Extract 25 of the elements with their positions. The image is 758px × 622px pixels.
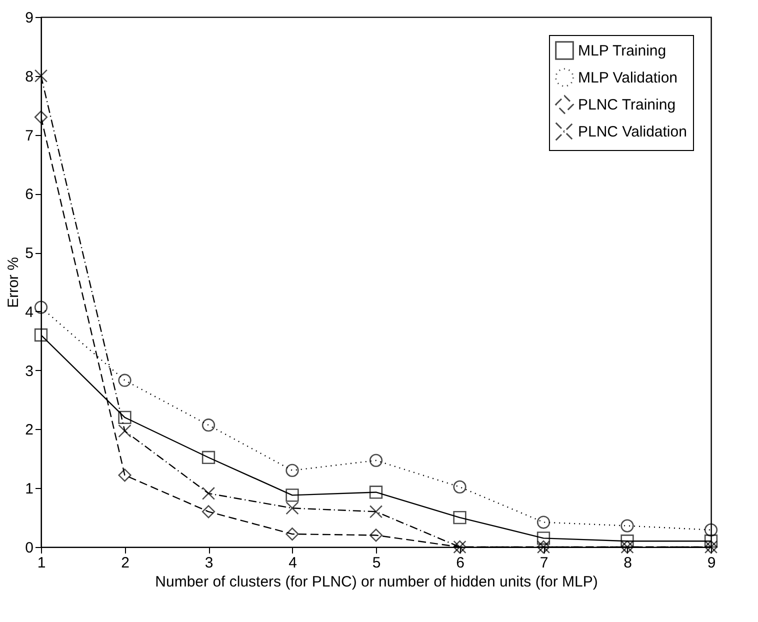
- y-tick-label: 6: [25, 186, 34, 204]
- y-tick-label: 5: [25, 245, 34, 262]
- x-tick-label: 5: [372, 554, 381, 572]
- legend-label: MLP Validation: [578, 70, 678, 86]
- legend-label: MLP Training: [578, 42, 666, 60]
- y-tick-label: 3: [25, 362, 34, 380]
- legend-label: PLNC Validation: [578, 124, 687, 140]
- x-axis-title: Number of clusters (for PLNC) or number of hidden units (for MLP): [155, 574, 598, 590]
- y-tick-label: 0: [25, 540, 34, 556]
- y-tick-label: 2: [25, 422, 34, 439]
- x-tick-label: 4: [288, 554, 297, 572]
- x-tick-label: 3: [204, 554, 214, 572]
- y-tick-label: 4: [25, 304, 34, 321]
- y-tick-label: 9: [25, 10, 34, 26]
- y-tick-label: 7: [25, 127, 34, 144]
- x-tick-label: 7: [540, 554, 548, 572]
- y-tick-label: 1: [25, 480, 34, 498]
- y-axis-title: Error %: [5, 257, 22, 308]
- y-tick-label: 8: [25, 68, 34, 86]
- x-tick-label: 6: [456, 554, 464, 572]
- x-tick-label: 9: [707, 554, 716, 572]
- x-tick-label: 1: [37, 554, 46, 572]
- x-tick-label: 2: [121, 554, 130, 572]
- legend-label: PLNC Training: [578, 96, 676, 114]
- x-tick-label: 8: [624, 554, 632, 572]
